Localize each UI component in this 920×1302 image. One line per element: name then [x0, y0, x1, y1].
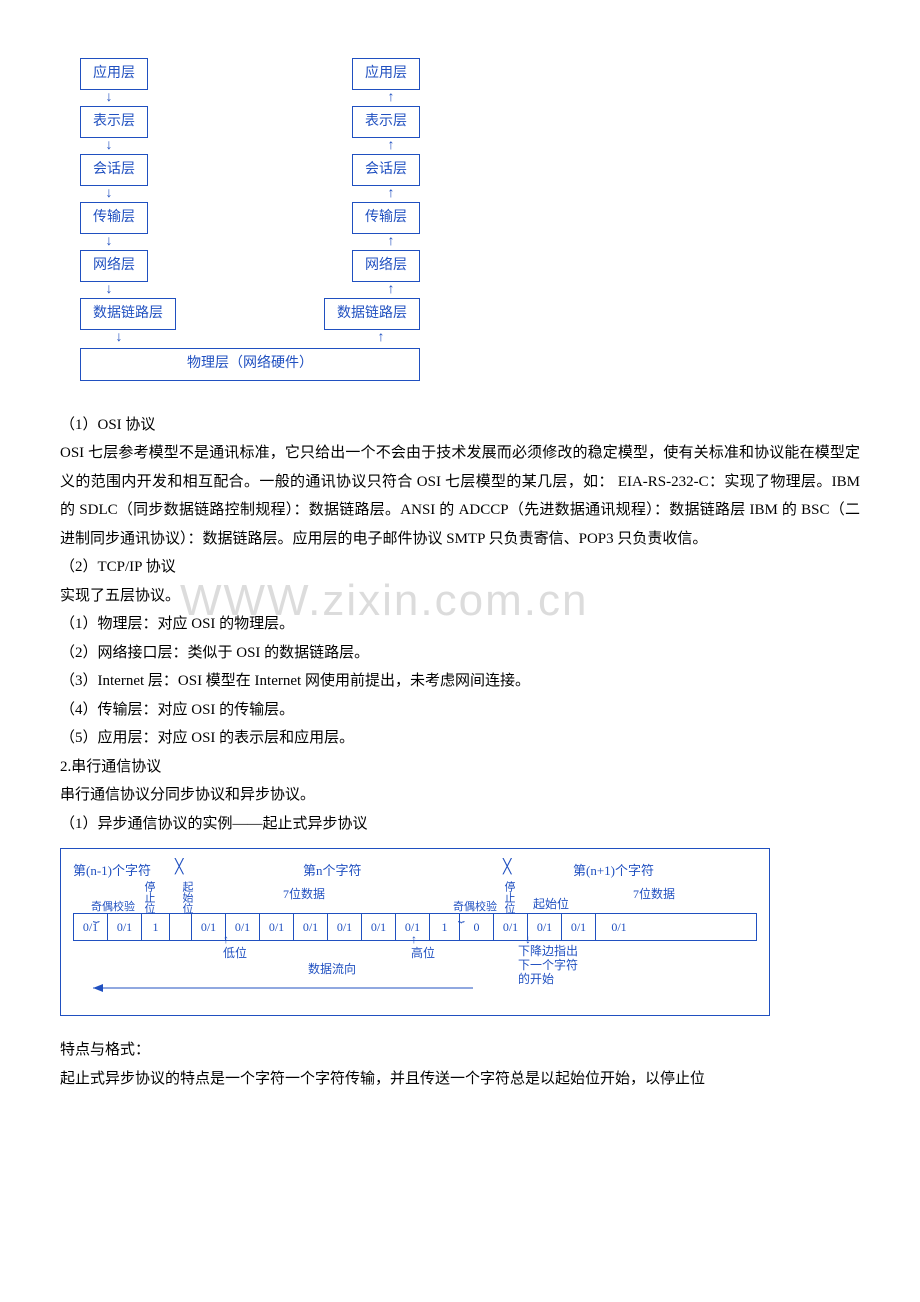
bit-cell: 0/1	[596, 914, 642, 940]
bit-cell: 1	[430, 914, 460, 940]
label-start-right: 起始位	[533, 893, 569, 916]
heading-osi-protocol: （1）OSI 协议	[60, 411, 860, 440]
bit-cell: 1	[142, 914, 170, 940]
osi-diagram: 应用层 应用层 ↓ ↑ 表示层 表示层 ↓ ↑ 会话层 会话层 ↓ ↑ 传输层 …	[80, 60, 420, 381]
osi-right-layer-2: 表示层	[352, 106, 420, 139]
arrow-down-icon: ↓	[80, 91, 138, 105]
paragraph-osi-desc: OSI 七层参考模型不是通讯标准，它只给出一个不会由于技术发展而必须修改的稳定模…	[60, 439, 860, 553]
label-stop-left: 停止位	[143, 881, 154, 914]
bit-cell: 0/1	[328, 914, 362, 940]
osi-physical-layer: 物理层（网络硬件）	[80, 348, 420, 381]
osi-right-layer-6: 数据链路层	[324, 298, 420, 331]
bit-cell: 0/1	[294, 914, 328, 940]
cross-icon: ╳	[503, 861, 511, 875]
osi-left-layer-3: 会话层	[80, 154, 148, 187]
bit-cell: 0/1	[562, 914, 596, 940]
bit-cell: 0/1	[192, 914, 226, 940]
bit-cell	[170, 914, 192, 940]
heading-tcpip: （2）TCP/IP 协议	[60, 553, 860, 582]
arrow-down-icon: ↓	[80, 331, 158, 345]
osi-right-layer-1: 应用层	[352, 58, 420, 91]
osi-left-layer-2: 表示层	[80, 106, 148, 139]
label-7bit-right: 7位数据	[633, 883, 675, 906]
osi-left-layer-4: 传输层	[80, 202, 148, 235]
bit-cell: 0/1	[260, 914, 294, 940]
arrow-up-icon: ↑	[362, 283, 420, 297]
arrow-down-icon: ↓	[80, 235, 138, 249]
osi-right-layer-3: 会话层	[352, 154, 420, 187]
heading-serial: 2.串行通信协议	[60, 753, 860, 782]
arrow-up-icon: ↑	[362, 139, 420, 153]
arrow-down-icon: ↓	[80, 139, 138, 153]
bullet-layer-4: （4）传输层：对应 OSI 的传输层。	[60, 696, 860, 725]
bullet-layer-5: （5）应用层：对应 OSI 的表示层和应用层。	[60, 724, 860, 753]
bit-cell: 0/1	[362, 914, 396, 940]
bullet-layer-2: （2）网络接口层：类似于 OSI 的数据链路层。	[60, 639, 860, 668]
bit-cell: 0/1	[226, 914, 260, 940]
arrow-down-icon: ↓	[80, 283, 138, 297]
arrow-up-icon: ↑	[362, 235, 420, 249]
heading-features: 特点与格式：	[60, 1036, 860, 1065]
osi-left-layer-1: 应用层	[80, 58, 148, 91]
label-data-flow: 数据流向	[308, 963, 356, 977]
label-7bit-left: 7位数据	[283, 883, 325, 906]
osi-left-layer-6: 数据链路层	[80, 298, 176, 331]
paragraph-features: 起止式异步协议的特点是一个字符一个字符传输，并且传送一个字符总是以起始位开始，以…	[60, 1065, 860, 1094]
bit-cell: 0/1	[74, 914, 108, 940]
bit-cell: 0/1	[108, 914, 142, 940]
cross-icon: ╳	[175, 861, 183, 875]
arrow-up-icon: ↑	[362, 91, 420, 105]
heading-async: （1）异步通信协议的实例——起止式异步协议	[60, 810, 860, 839]
bullet-layer-1: （1）物理层：对应 OSI 的物理层。	[60, 610, 860, 639]
arrow-left-icon	[83, 981, 473, 995]
note-falling-edge: 下降边指出 下一个字符 的开始	[518, 945, 578, 986]
paragraph-serial-intro: 串行通信协议分同步协议和异步协议。	[60, 781, 860, 810]
label-start-left: 起始位	[181, 881, 192, 914]
arrow-down-icon: ↓	[80, 187, 138, 201]
osi-left-layer-5: 网络层	[80, 250, 148, 283]
bullet-layer-3: （3）Internet 层：OSI 模型在 Internet 网使用前提出，未考…	[60, 667, 860, 696]
label-high-bit: 高位	[411, 947, 435, 961]
osi-right-layer-5: 网络层	[352, 250, 420, 283]
paragraph-tcpip-intro: 实现了五层协议。	[60, 582, 860, 611]
bit-cell: 0/1	[528, 914, 562, 940]
label-stop-right: 停止位	[503, 881, 514, 914]
osi-right-layer-4: 传输层	[352, 202, 420, 235]
bit-cell: 0/1	[494, 914, 528, 940]
label-low-bit: 低位	[223, 947, 247, 961]
arrow-up-icon: ↑	[362, 187, 420, 201]
bit-cell: 0	[460, 914, 494, 940]
serial-async-diagram: 第(n-1)个字符 ╳ 第n个字符 ╳ 第(n+1)个字符 奇偶校验 停止位 起…	[60, 848, 770, 1016]
arrow-up-icon: ↑	[342, 331, 420, 345]
